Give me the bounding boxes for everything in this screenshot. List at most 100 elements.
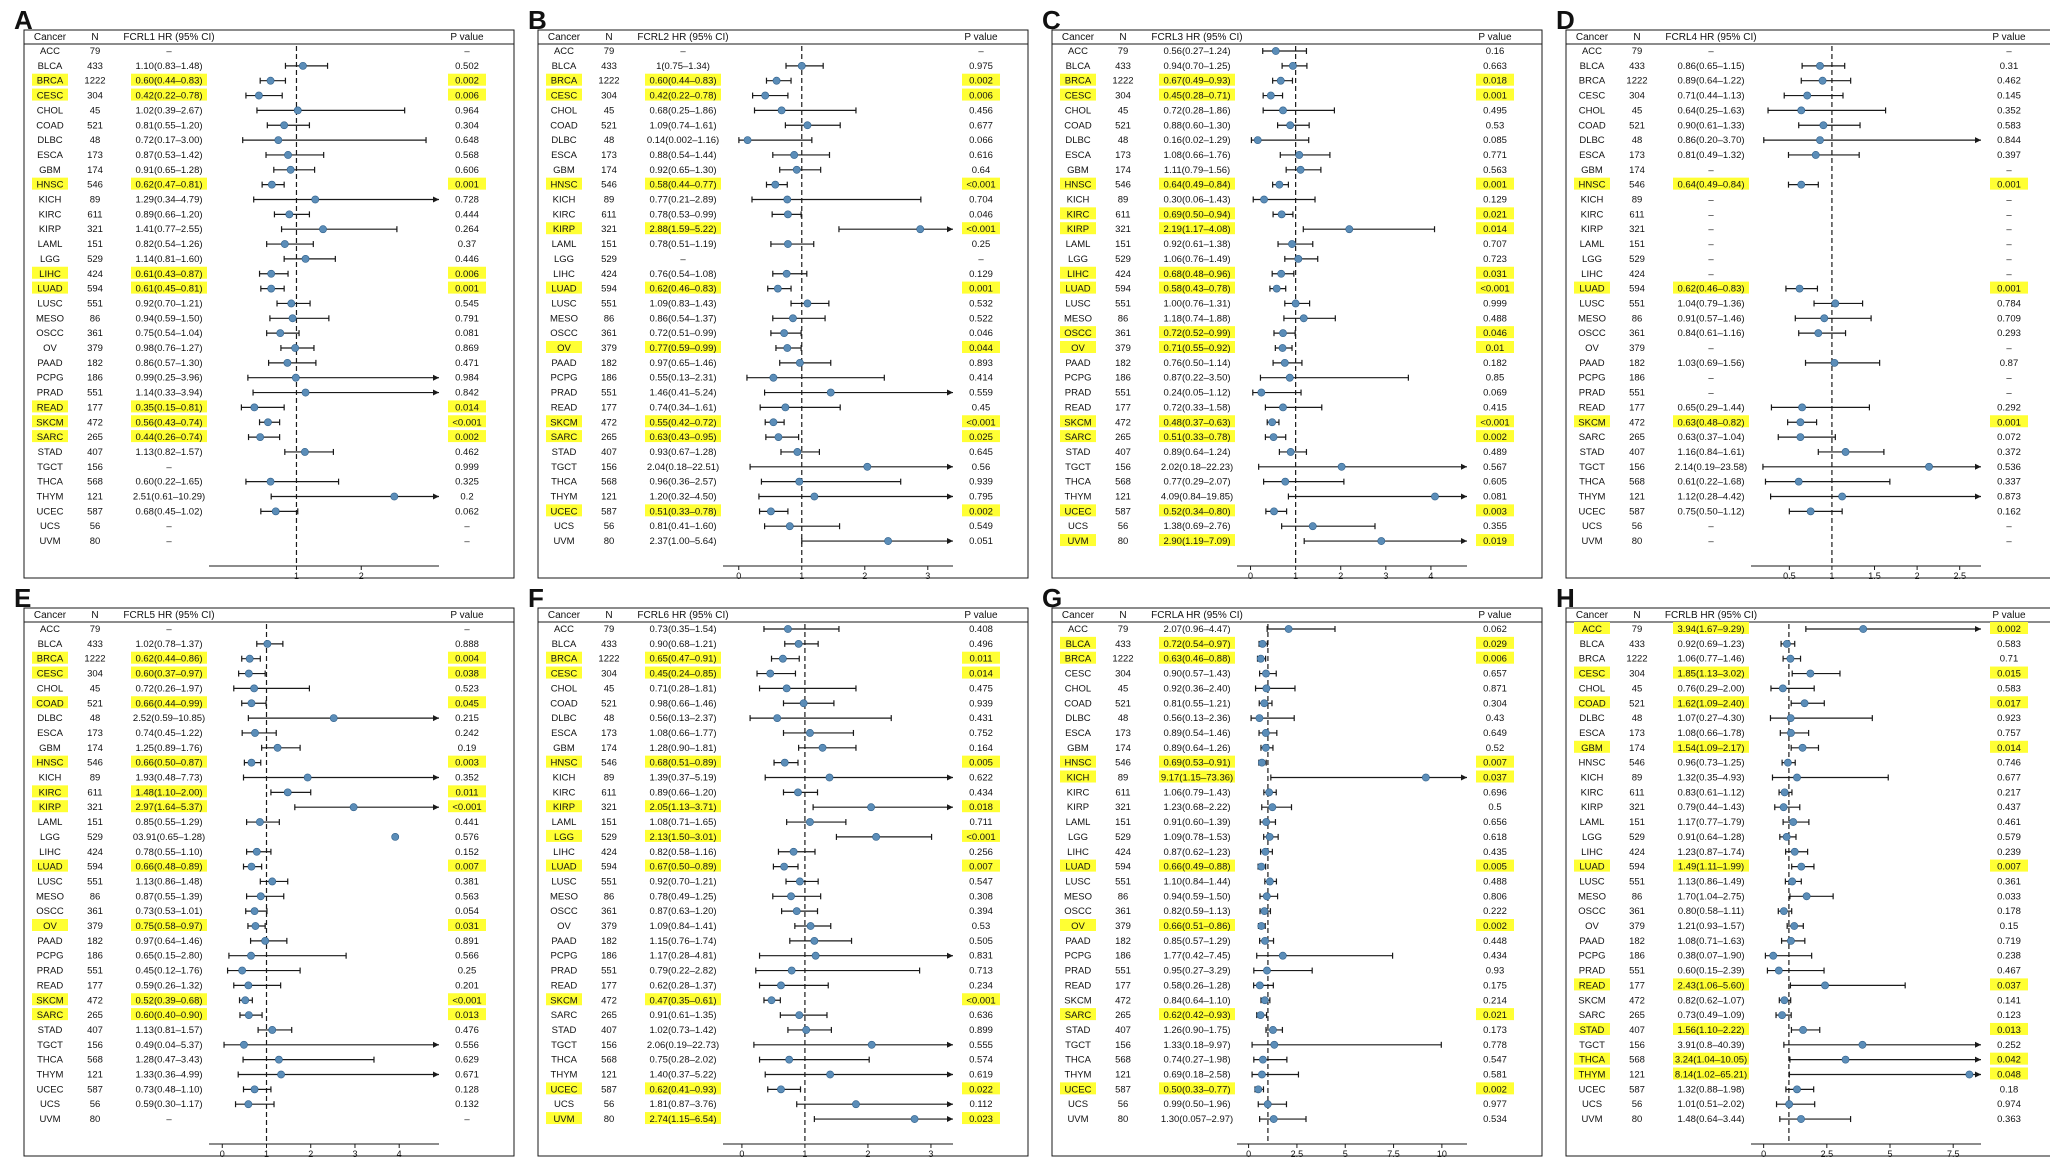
forest-row: PRAD 551 0.24(0.05–1.12) 0.069 [1065,388,1507,399]
n-value: 80 [1118,536,1129,547]
cancer-highlight [1060,534,1096,547]
cancer-label: THCA [1579,1055,1606,1066]
hr-point [1265,788,1273,797]
cancer-highlight [546,341,582,353]
n-value: 433 [601,639,617,650]
n-value: 568 [1629,477,1645,488]
p-value: 0.029 [1483,639,1507,650]
header-hr: FCRL5 HR (95% CI) [123,610,214,621]
cancer-label: LAML [38,817,63,828]
n-value: 568 [1115,1055,1131,1066]
hr-highlight [1159,1008,1235,1021]
n-value: 529 [1629,254,1645,265]
n-value: 177 [601,980,617,991]
hr-point [794,788,802,797]
cancer-label: LUAD [1579,284,1604,295]
cancer-label: KIRP [39,224,61,235]
forest-row: UCEC 587 1.32(0.88–1.98) 0.18 [1579,1084,2019,1095]
n-value: 587 [1629,506,1645,517]
cancer-label: MESO [36,313,64,324]
forest-row: BLCA 433 1.02(0.78–1.37) 0.888 [38,639,479,650]
hr-point [1289,61,1297,70]
hr-ci-value: 1.33(0.36–4.99) [135,1070,202,1081]
hr-ci-value: 0.85(0.55–1.29) [135,817,202,828]
p-value: 0.025 [969,432,993,443]
cancer-label: UVM [1067,536,1088,547]
hr-ci-value: 0.61(0.43–0.87) [135,269,202,280]
hr-point [789,847,798,856]
cancer-highlight [1060,859,1096,872]
p-value: 0.037 [1483,773,1507,784]
cancer-label: UVM [553,1114,574,1125]
cancer-label: SARC [37,432,64,443]
n-value: 79 [90,46,101,57]
p-value: 0.408 [969,624,993,635]
hr-point [743,136,752,145]
hr-ci-value: 0.69(0.53–0.91) [1163,758,1230,769]
cancer-label: UCS [1068,1099,1088,1110]
cancer-label: UCS [1068,521,1088,532]
forest-row: DLBC 48 2.52(0.59–10.85) 0.215 [37,713,479,724]
cancer-label: BRCA [37,654,64,665]
p-value: 0.43 [1486,713,1505,724]
p-value: 0.011 [455,787,478,798]
n-value: 304 [1115,669,1131,680]
forest-row: KIRC 611 0.89(0.66–1.20) 0.444 [39,209,479,220]
p-value: 0.062 [455,506,479,517]
cancer-label: ESCA [1065,728,1092,739]
panel-frame [1565,607,2050,1157]
p-value: 0.444 [455,209,479,220]
cancer-label: HNSC [37,758,64,769]
cancer-label: KICH [1581,773,1604,784]
cancer-label: OSCC [1578,328,1606,339]
forest-row: READ 177 0.58(0.26–1.28) 0.175 [1065,980,1507,991]
hr-point [1254,1085,1263,1094]
cancer-label: ESCA [551,150,578,161]
p-value: 0.264 [455,224,479,235]
n-value: 1222 [598,76,619,87]
forest-row: UCS 56– – [1582,521,2012,532]
hr-ci-value: 1(0.75–1.34) [656,61,710,72]
p-value: 0.977 [1483,1099,1507,1110]
cancer-label: BLCA [1580,61,1605,72]
n-value: 529 [87,832,103,843]
hr-ci-value: 1.62(1.09–2.40) [1677,698,1744,709]
p-highlight [1990,415,2028,428]
cancer-label: KIRC [553,787,576,798]
n-value: 45 [1632,105,1643,116]
hr-point [1277,210,1286,219]
hr-ci-value: 1.41(0.77–2.55) [135,224,202,235]
cancer-label: BLCA [552,61,577,72]
p-value: 0.923 [1997,713,2021,724]
n-value: 379 [87,921,103,932]
hr-point [1280,358,1289,367]
ci-arrow [947,1116,953,1123]
forest-row: OSCC 361 0.73(0.53–1.01) 0.054 [36,906,479,917]
forest-row: LGG 529– – [554,254,984,265]
cancer-highlight [1060,177,1096,190]
n-value: 173 [1115,150,1131,161]
hr-point [247,951,255,960]
hr-point [1262,892,1271,901]
hr-ci-value: – [166,46,172,57]
p-highlight [962,666,1000,679]
hr-ci-value: 0.81(0.55–1.20) [135,120,202,131]
hr-ci-value: 0.63(0.48–0.82) [1677,417,1744,428]
forest-row: TGCT 156 2.06(0.19–22.73) 0.555 [551,1040,993,1051]
p-value: <0.001 [966,224,995,235]
forest-row: CESC 304 0.42(0.22–0.78) 0.006 [32,88,486,102]
cancer-label: KIRC [1581,209,1604,220]
hr-point [250,403,259,412]
x-tick-label: 1 [1829,571,1834,581]
cancer-label: THCA [551,477,578,488]
n-value: 1222 [84,76,105,87]
hr-ci-value: 1.08(0.66–1.77) [649,728,716,739]
n-value: 177 [1629,980,1645,991]
p-value: 0.304 [455,120,479,131]
cancer-label: UCS [40,1099,60,1110]
ci-arrow [947,1041,953,1048]
p-value: 0.046 [969,209,993,220]
hr-point [1296,165,1305,174]
p-highlight [448,800,486,813]
forest-row: KIRP 321 2.19(1.17–4.08) 0.014 [1060,222,1514,235]
